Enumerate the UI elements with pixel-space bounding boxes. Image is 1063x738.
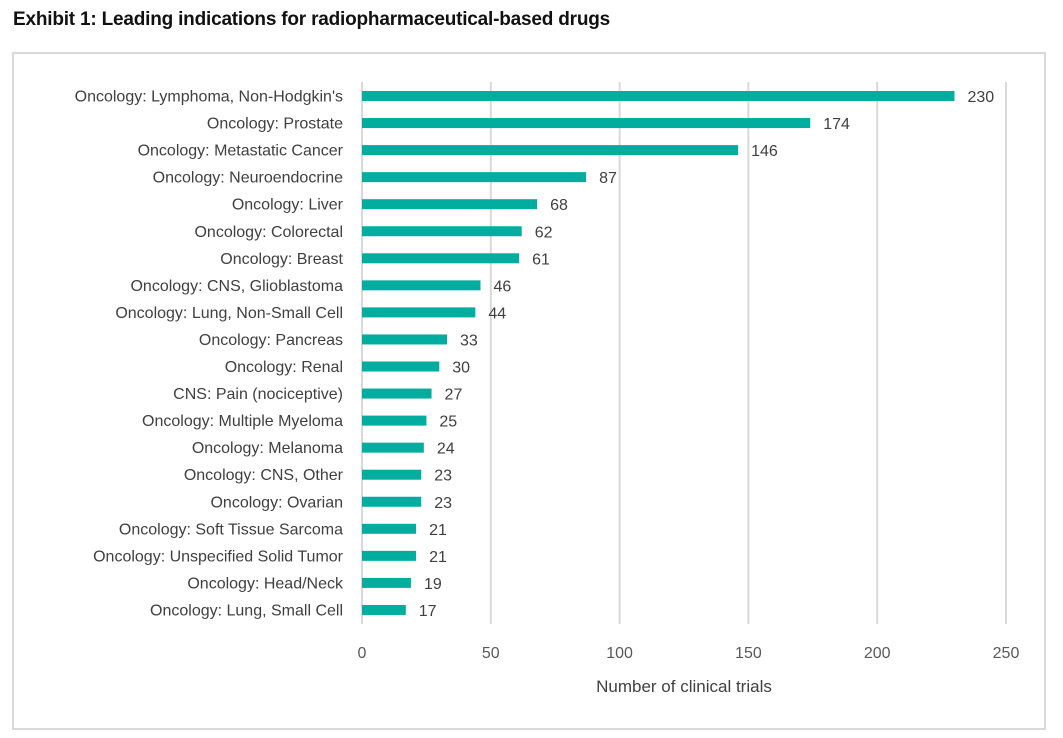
category-label: Oncology: Lymphoma, Non-Hodgkin's <box>75 89 343 106</box>
value-label: 44 <box>488 305 506 322</box>
value-label: 27 <box>445 387 463 404</box>
x-tick-label: 0 <box>358 645 367 662</box>
category-label: Oncology: Liver <box>232 197 344 214</box>
value-label: 24 <box>437 441 455 458</box>
bar <box>362 550 417 561</box>
value-label: 23 <box>434 495 452 512</box>
bar <box>362 469 422 480</box>
category-label: Oncology: Neuroendocrine <box>153 170 343 187</box>
gridlines <box>361 82 1007 624</box>
x-tick-label: 150 <box>735 645 762 662</box>
bar <box>362 280 481 291</box>
value-label: 21 <box>429 522 447 539</box>
category-label: Oncology: Ovarian <box>210 494 343 511</box>
value-label: 17 <box>419 603 437 620</box>
chart-title: Exhibit 1: Leading indications for radio… <box>13 9 611 30</box>
x-axis-label: Number of clinical trials <box>596 677 772 696</box>
bar <box>362 523 417 534</box>
bar <box>362 172 587 183</box>
value-label: 33 <box>460 332 478 349</box>
category-label: Oncology: Soft Tissue Sarcoma <box>119 521 343 538</box>
bar <box>362 334 448 345</box>
bar <box>362 361 440 372</box>
value-label: 62 <box>535 224 553 241</box>
category-label: Oncology: CNS, Glioblastoma <box>130 278 343 295</box>
category-labels: Oncology: Lymphoma, Non-Hodgkin's Oncolog… <box>75 89 344 620</box>
value-label: 19 <box>424 576 442 593</box>
bar <box>362 91 955 101</box>
x-tick-label: 250 <box>993 645 1020 662</box>
bar <box>362 307 476 318</box>
value-label: 174 <box>823 116 850 133</box>
bar <box>362 388 432 399</box>
category-label: Oncology: Metastatic Cancer <box>138 143 344 160</box>
category-label: CNS: Pain (nociceptive) <box>173 386 343 403</box>
bar <box>362 199 538 210</box>
value-labels: 230 174 146 87 68 62 61 46 44 33 30 27 25 24 23 23 21 21 1… <box>419 89 994 620</box>
chart-frame <box>12 52 1046 730</box>
value-label: 30 <box>452 360 470 377</box>
bars <box>362 91 955 615</box>
category-label: Oncology: Renal <box>225 359 343 376</box>
bar <box>362 577 411 588</box>
bar <box>362 415 427 426</box>
x-tick-labels: 0 50 100 150 200 250 <box>358 645 1020 662</box>
value-label: 46 <box>493 278 511 295</box>
bar <box>362 442 424 453</box>
category-label: Oncology: Melanoma <box>192 440 343 457</box>
bar <box>362 145 739 156</box>
value-label: 25 <box>439 414 457 431</box>
bar <box>362 496 422 507</box>
value-label: 146 <box>751 143 778 160</box>
x-tick-label: 200 <box>864 645 891 662</box>
category-label: Oncology: Lung, Small Cell <box>150 602 343 619</box>
category-label: Oncology: Colorectal <box>194 224 343 241</box>
value-label: 87 <box>599 170 617 187</box>
category-label: Oncology: Pancreas <box>199 332 343 349</box>
bar <box>362 253 520 264</box>
bar <box>362 118 811 129</box>
value-label: 21 <box>429 549 447 566</box>
category-label: Oncology: Multiple Myeloma <box>142 413 343 430</box>
x-tick-label: 100 <box>606 645 633 662</box>
category-label: Oncology: Breast <box>220 251 343 268</box>
x-tick-label: 50 <box>482 645 500 662</box>
bar <box>362 226 522 237</box>
category-label: Oncology: Unspecified Solid Tumor <box>93 548 344 565</box>
value-label: 23 <box>434 468 452 485</box>
value-label: 230 <box>967 89 994 106</box>
value-label: 68 <box>550 197 568 214</box>
category-label: Oncology: CNS, Other <box>184 467 344 484</box>
category-label: Oncology: Lung, Non-Small Cell <box>115 305 343 322</box>
category-label: Oncology: Prostate <box>207 116 343 133</box>
bar <box>362 604 406 615</box>
category-label: Oncology: Head/Neck <box>187 575 344 592</box>
value-label: 61 <box>532 251 550 268</box>
